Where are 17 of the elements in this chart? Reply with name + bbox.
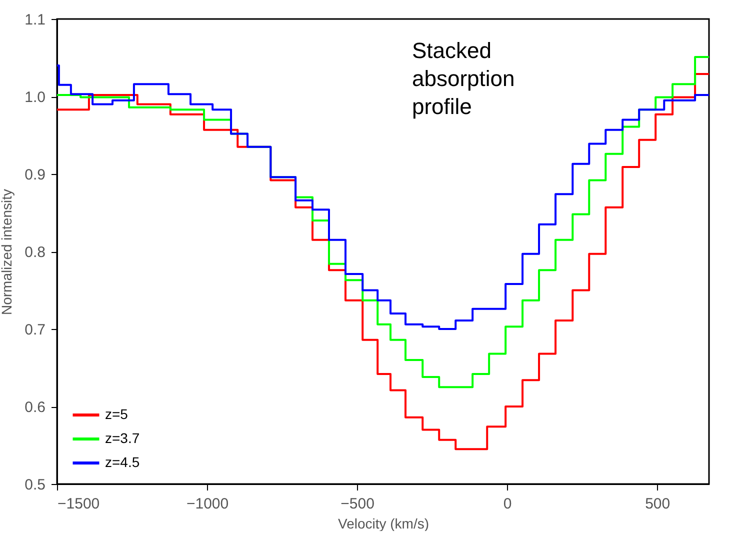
legend-label: z=4.5	[105, 454, 140, 470]
y-tick-label: 0.5	[24, 476, 46, 494]
x-tick-label: 500	[645, 496, 670, 512]
legend-label: z=5	[105, 406, 128, 422]
y-tick-label: 1.0	[24, 89, 46, 106]
x-tick-label: −1500	[58, 496, 100, 512]
x-tick-label: −500	[340, 496, 374, 512]
x-tick-label: −1000	[186, 496, 229, 512]
y-tick-label: 0.8	[24, 244, 46, 261]
x-tick-label: 0	[503, 496, 512, 512]
y-tick-label: 0.9	[24, 166, 46, 184]
legend-label: z=3.7	[105, 430, 140, 446]
y-tick-label: 1.1	[24, 12, 46, 28]
annotation: Stacked absorption profile	[412, 38, 515, 119]
y-tick-label: 0.7	[24, 322, 46, 338]
y-tick-label: 0.6	[24, 399, 46, 416]
y-axis-title: Normalized intensity	[0, 188, 15, 316]
